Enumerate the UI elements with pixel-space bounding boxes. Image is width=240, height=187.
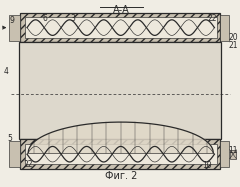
Bar	[25, 144, 217, 164]
Text: 22: 22	[24, 160, 33, 169]
Bar	[19, 42, 222, 139]
Bar	[220, 141, 228, 167]
Text: А-А: А-А	[113, 5, 130, 15]
Text: 22: 22	[207, 14, 217, 23]
Text: 11: 11	[228, 146, 237, 155]
Bar	[20, 13, 220, 42]
Bar	[220, 15, 228, 41]
Bar	[9, 15, 20, 41]
Text: 3: 3	[71, 14, 75, 23]
Bar	[20, 139, 220, 169]
Text: 20: 20	[228, 33, 238, 42]
Bar	[230, 150, 236, 159]
Bar	[9, 141, 20, 167]
Bar	[25, 17, 217, 38]
Text: Фиг. 2: Фиг. 2	[105, 171, 138, 181]
Text: 9: 9	[9, 16, 14, 25]
Text: 21: 21	[228, 41, 238, 50]
Text: 5: 5	[7, 134, 12, 142]
Text: 4: 4	[4, 67, 9, 76]
Text: 10: 10	[203, 161, 212, 170]
Text: 6: 6	[42, 14, 47, 23]
